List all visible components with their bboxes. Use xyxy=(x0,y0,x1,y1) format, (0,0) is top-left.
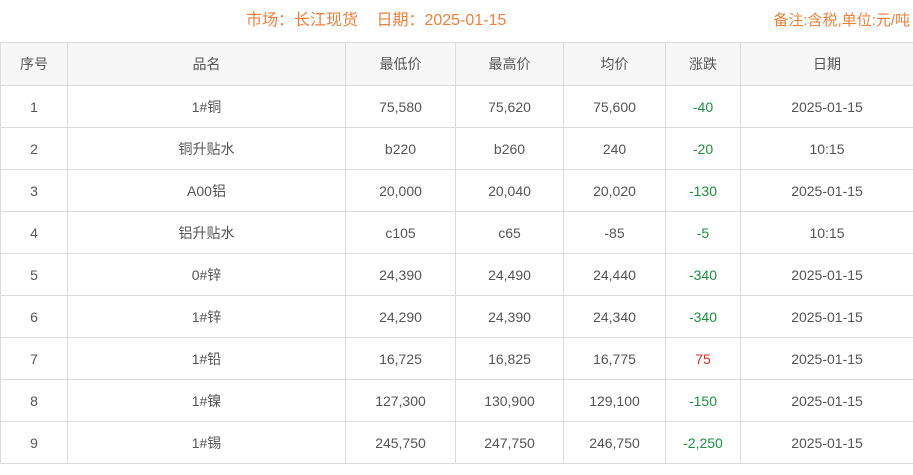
price-change-cell: -340 xyxy=(665,253,741,296)
table-row: 5 0#锌 24,390 24,490 24,440 -340 2025-01-15 xyxy=(0,253,913,296)
table-row: 1 1#铜 75,580 75,620 75,600 -40 2025-01-15 xyxy=(0,85,913,128)
price-change-cell: 75 xyxy=(665,337,741,380)
low-price-cell: 75,580 xyxy=(345,85,456,128)
row-index-cell: 7 xyxy=(0,337,68,380)
low-price-cell: c105 xyxy=(345,211,456,254)
row-index-cell: 2 xyxy=(0,127,68,170)
price-change-cell: -340 xyxy=(665,295,741,338)
row-date-cell: 10:15 xyxy=(740,211,913,254)
column-header-low: 最低价 xyxy=(345,42,456,86)
price-change-cell: -40 xyxy=(665,85,741,128)
high-price-cell: c65 xyxy=(455,211,564,254)
low-price-cell: 24,390 xyxy=(345,253,456,296)
price-change-cell: -2,250 xyxy=(665,421,741,464)
column-header-product: 品名 xyxy=(67,42,346,86)
low-price-cell: 16,725 xyxy=(345,337,456,380)
high-price-cell: b260 xyxy=(455,127,564,170)
row-index-cell: 8 xyxy=(0,379,68,422)
row-date-cell: 2025-01-15 xyxy=(740,85,913,128)
spot-price-table: 序号 品名 最低价 最高价 均价 涨跌 日期 1 1#铜 75,580 75,620 7… xyxy=(0,42,913,464)
tax-unit-note: 备注:含税,单位:元/吨 xyxy=(773,12,910,29)
product-name-cell: 铝升贴水 xyxy=(67,211,346,254)
high-price-cell: 24,490 xyxy=(455,253,564,296)
price-table-body: 1 1#铜 75,580 75,620 75,600 -40 2025-01-15 2 铜升贴水… xyxy=(0,85,913,464)
row-date-cell: 2025-01-15 xyxy=(740,379,913,422)
product-name-cell: 1#镍 xyxy=(67,379,346,422)
avg-price-cell: 16,775 xyxy=(563,337,666,380)
high-price-cell: 16,825 xyxy=(455,337,564,380)
low-price-cell: b220 xyxy=(345,127,456,170)
table-header-row: 序号 品名 最低价 最高价 均价 涨跌 日期 xyxy=(0,42,913,86)
price-change-cell: -130 xyxy=(665,169,741,212)
row-date-cell: 2025-01-15 xyxy=(740,421,913,464)
high-price-cell: 247,750 xyxy=(455,421,564,464)
avg-price-cell: -85 xyxy=(563,211,666,254)
avg-price-cell: 75,600 xyxy=(563,85,666,128)
high-price-cell: 24,390 xyxy=(455,295,564,338)
row-date-cell: 2025-01-15 xyxy=(740,253,913,296)
product-name-cell: A00铝 xyxy=(67,169,346,212)
low-price-cell: 245,750 xyxy=(345,421,456,464)
low-price-cell: 24,290 xyxy=(345,295,456,338)
column-header-change: 涨跌 xyxy=(665,42,741,86)
low-price-cell: 127,300 xyxy=(345,379,456,422)
row-index-cell: 6 xyxy=(0,295,68,338)
table-row: 4 铝升贴水 c105 c65 -85 -5 10:15 xyxy=(0,211,913,254)
table-row: 6 1#锌 24,290 24,390 24,340 -340 2025-01-15 xyxy=(0,295,913,338)
product-name-cell: 1#锌 xyxy=(67,295,346,338)
row-index-cell: 4 xyxy=(0,211,68,254)
product-name-cell: 1#铅 xyxy=(67,337,346,380)
row-index-cell: 5 xyxy=(0,253,68,296)
column-header-date: 日期 xyxy=(740,42,913,86)
table-row: 9 1#锡 245,750 247,750 246,750 -2,250 2025-01-1… xyxy=(0,421,913,464)
product-name-cell: 0#锌 xyxy=(67,253,346,296)
row-date-cell: 10:15 xyxy=(740,127,913,170)
column-header-index: 序号 xyxy=(0,42,68,86)
row-date-cell: 2025-01-15 xyxy=(740,337,913,380)
avg-price-cell: 129,100 xyxy=(563,379,666,422)
product-name-cell: 1#锡 xyxy=(67,421,346,464)
row-index-cell: 1 xyxy=(0,85,68,128)
page-header: 市场：长江现货 日期：2025-01-15 备注:含税,单位:元/吨 xyxy=(0,0,913,42)
product-name-cell: 铜升贴水 xyxy=(67,127,346,170)
avg-price-cell: 240 xyxy=(563,127,666,170)
row-index-cell: 3 xyxy=(0,169,68,212)
low-price-cell: 20,000 xyxy=(345,169,456,212)
market-date-title: 市场：长江现货 日期：2025-01-15 xyxy=(246,0,506,42)
table-row: 3 A00铝 20,000 20,040 20,020 -130 2025-01-15 xyxy=(0,169,913,212)
price-change-cell: -20 xyxy=(665,127,741,170)
column-header-high: 最高价 xyxy=(455,42,564,86)
price-change-cell: -5 xyxy=(665,211,741,254)
high-price-cell: 20,040 xyxy=(455,169,564,212)
avg-price-cell: 24,440 xyxy=(563,253,666,296)
avg-price-cell: 20,020 xyxy=(563,169,666,212)
row-date-cell: 2025-01-15 xyxy=(740,169,913,212)
product-name-cell: 1#铜 xyxy=(67,85,346,128)
row-date-cell: 2025-01-15 xyxy=(740,295,913,338)
market-label: 市场：长江现货 xyxy=(246,12,359,29)
column-header-avg: 均价 xyxy=(563,42,666,86)
date-label: 日期：2025-01-15 xyxy=(376,12,507,29)
high-price-cell: 130,900 xyxy=(455,379,564,422)
table-row: 2 铜升贴水 b220 b260 240 -20 10:15 xyxy=(0,127,913,170)
avg-price-cell: 24,340 xyxy=(563,295,666,338)
table-row: 7 1#铅 16,725 16,825 16,775 75 2025-01-15 xyxy=(0,337,913,380)
avg-price-cell: 246,750 xyxy=(563,421,666,464)
table-row: 8 1#镍 127,300 130,900 129,100 -150 2025-01-15 xyxy=(0,379,913,422)
row-index-cell: 9 xyxy=(0,421,68,464)
price-change-cell: -150 xyxy=(665,379,741,422)
high-price-cell: 75,620 xyxy=(455,85,564,128)
